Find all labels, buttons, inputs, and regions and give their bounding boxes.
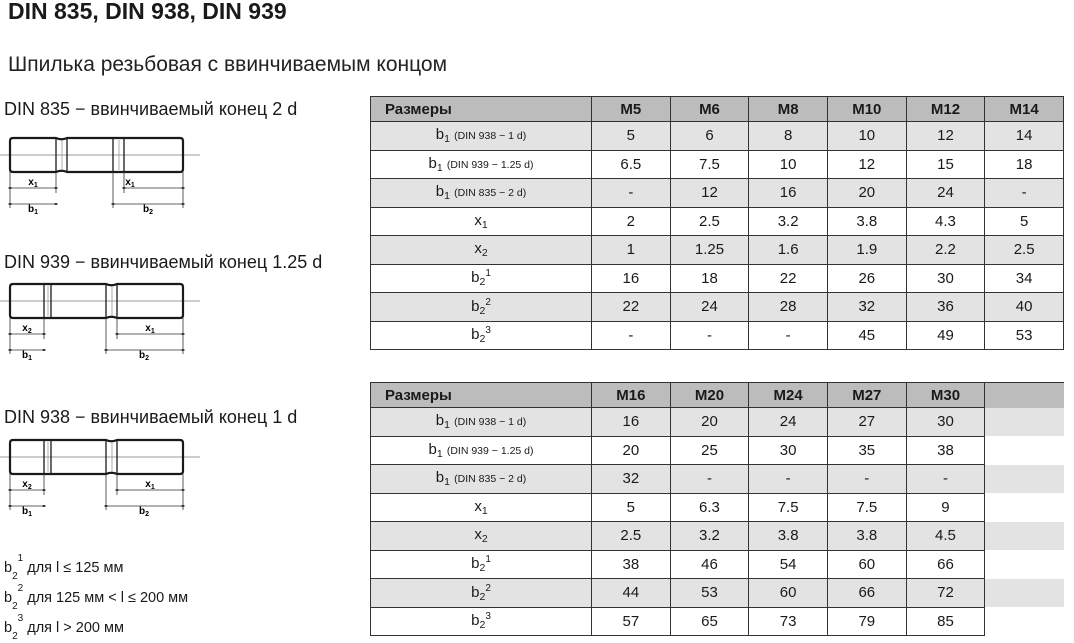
svg-text:x1: x1 xyxy=(145,479,155,491)
svg-text:x2: x2 xyxy=(22,323,32,335)
svg-text:x1: x1 xyxy=(28,177,38,189)
svg-text:x1: x1 xyxy=(145,323,155,335)
svg-text:b2: b2 xyxy=(143,204,153,216)
svg-text:b1: b1 xyxy=(28,204,38,216)
svg-text:b1: b1 xyxy=(22,506,32,518)
svg-text:b1: b1 xyxy=(22,350,32,362)
svg-text:x2: x2 xyxy=(22,479,32,491)
svg-text:x1: x1 xyxy=(125,177,135,189)
svg-text:b2: b2 xyxy=(139,506,149,518)
svg-text:b2: b2 xyxy=(139,350,149,362)
